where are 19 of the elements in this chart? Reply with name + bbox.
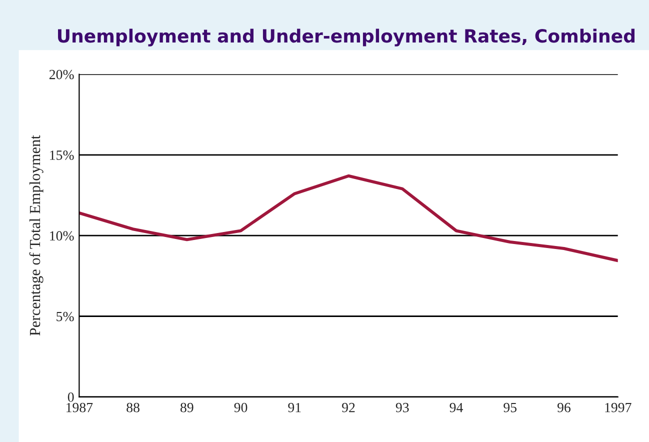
x-tick-label: 89 (180, 402, 194, 412)
x-tick-label: 92 (342, 402, 355, 412)
x-tick-label: 94 (450, 402, 463, 412)
x-tick-label: 1987 (66, 402, 93, 412)
x-tick-label: 96 (557, 402, 571, 412)
y-tick-label: 5% (56, 312, 74, 322)
x-tick-label: 91 (288, 402, 301, 412)
x-tick-label: 1997 (605, 402, 632, 412)
y-tick-label: 15% (50, 150, 74, 160)
x-tick-label: 90 (234, 402, 248, 412)
y-tick-label: 0 (68, 392, 74, 402)
x-tick-label: 95 (504, 402, 517, 412)
x-tick-label: 88 (126, 402, 140, 412)
y-tick-label: 20% (49, 70, 74, 80)
chart-title: Unemployment and Under-employment Rates, Combined (58, 28, 635, 46)
y-axis-title: Percentage of Total Employment (29, 135, 44, 336)
line-series (79, 174, 618, 262)
y-tick-label: 10% (50, 231, 74, 241)
x-tick-label: 93 (396, 402, 409, 412)
